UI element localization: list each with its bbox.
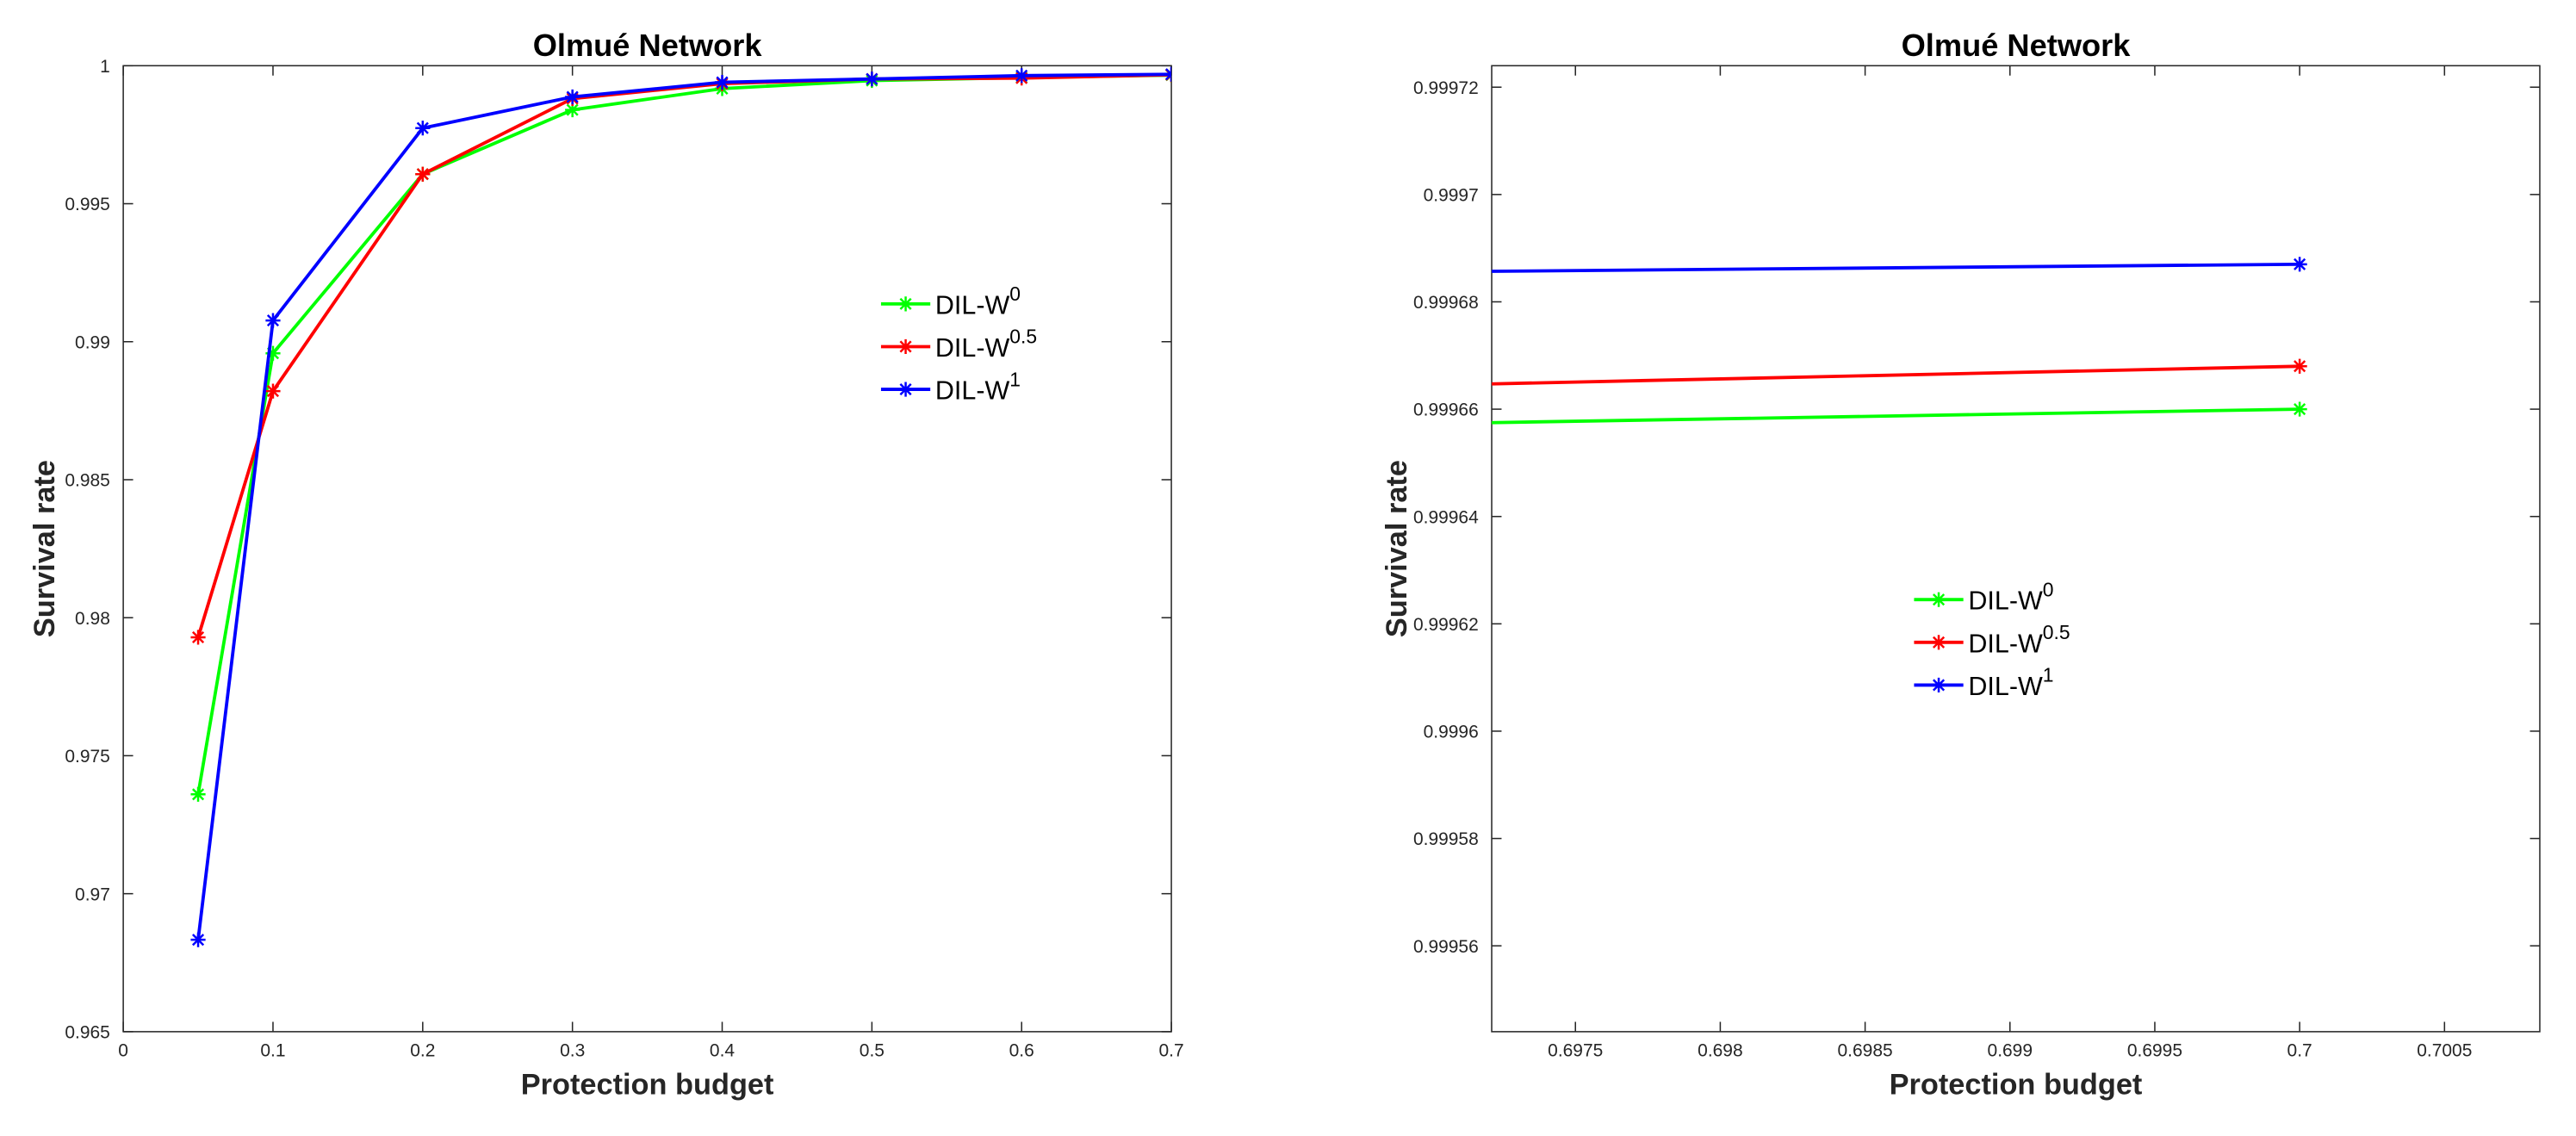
chart-title: Olmué Network	[533, 28, 763, 63]
legend-superscript: 0	[2043, 578, 2054, 600]
x-tick-label: 0	[118, 1040, 128, 1060]
y-tick-label: 0.9997	[1424, 185, 1479, 205]
y-tick-label: 0.97	[75, 885, 110, 904]
legend-marker	[897, 296, 914, 312]
x-axis-label: Protection budget	[1890, 1068, 2143, 1101]
data-point	[265, 383, 281, 399]
data-point	[265, 313, 281, 328]
x-tick-label: 0.698	[1698, 1040, 1742, 1060]
data-point	[190, 630, 206, 645]
y-tick-label: 0.9996	[1424, 723, 1479, 742]
y-tick-label: 0.99968	[1413, 293, 1479, 313]
legend-name: DIL-W	[935, 333, 1010, 363]
data-point	[864, 71, 879, 87]
legend-superscript: 0	[1009, 282, 1021, 305]
data-point	[265, 345, 281, 361]
legend-marker	[897, 338, 914, 355]
legend-superscript: 0.5	[2043, 621, 2070, 643]
y-tick-label: 0.985	[65, 471, 109, 491]
y-tick-label: 0.99958	[1413, 829, 1479, 849]
x-axis-label: Protection budget	[521, 1068, 774, 1101]
legend-label: DIL-W0.5	[935, 326, 1037, 363]
plot-area	[1492, 65, 2540, 1032]
legend-marker	[1931, 635, 1946, 650]
y-tick-label: 0.99964	[1413, 507, 1479, 527]
y-axis-label: Survival rate	[28, 460, 61, 637]
x-tick-label: 0.6	[1009, 1040, 1034, 1060]
data-point	[714, 74, 730, 90]
series-line	[196, 72, 1172, 940]
legend-superscript: 0.5	[1009, 326, 1037, 348]
axes-box	[122, 65, 1172, 1033]
plot-lines	[1492, 257, 2307, 425]
x-tick-label: 0.6985	[1838, 1040, 1893, 1060]
legend-label: DIL-W0.5	[1968, 621, 2070, 658]
data-point	[190, 786, 206, 802]
legend-name: DIL-W	[935, 376, 1010, 406]
data-point	[2292, 257, 2307, 272]
y-tick-label: 0.99966	[1413, 400, 1479, 420]
data-point	[2292, 358, 2307, 374]
legend-name: DIL-W	[935, 290, 1010, 320]
y-tick-label: 0.975	[65, 747, 109, 767]
legend-name: DIL-W	[1968, 587, 2043, 616]
axes-box	[1491, 65, 2541, 1033]
legend-marker	[1931, 677, 1946, 692]
data-point	[415, 166, 431, 182]
y-tick-label: 1	[100, 57, 110, 77]
x-tick-label: 0.2	[410, 1040, 435, 1060]
data-point	[2292, 401, 2307, 417]
legend-marker	[897, 382, 914, 397]
legend-name: DIL-W	[1968, 629, 2043, 658]
data-point	[565, 89, 580, 105]
x-tick-label: 0.7005	[2417, 1040, 2472, 1060]
x-tick-label: 0.7	[2287, 1040, 2312, 1060]
y-axis-label: Survival rate	[1381, 460, 1413, 637]
x-tick-label: 0.6975	[1548, 1040, 1603, 1060]
x-tick-label: 0.4	[710, 1040, 735, 1060]
x-tick-label: 0.5	[860, 1040, 885, 1060]
data-point	[565, 102, 580, 118]
legend-label: DIL-W1	[935, 368, 1021, 405]
legend-label: DIL-W1	[1968, 664, 2053, 701]
legend-marker	[1931, 592, 1946, 607]
y-tick-label: 0.99972	[1413, 78, 1479, 98]
chart: 0 0.1 0.2 0.3 0.4 0.5 0.6 0.7 0.965 0.97 0.975 0.98…	[28, 28, 1184, 1102]
data-point	[415, 121, 431, 136]
y-tick-label: 0.98	[75, 609, 110, 629]
y-tick-label: 0.965	[65, 1023, 109, 1043]
data-point	[1014, 68, 1029, 84]
legend-name: DIL-W	[1968, 672, 2043, 701]
y-tick-label: 0.99	[75, 332, 110, 352]
legend-label: DIL-W0	[1968, 578, 2053, 615]
data-point	[190, 932, 206, 947]
x-tick-label: 0.6995	[2127, 1040, 2182, 1060]
chart-title: Olmué Network	[1902, 28, 2132, 63]
y-tick-label: 0.995	[65, 195, 109, 214]
legend-superscript: 1	[1009, 368, 1021, 390]
y-tick-label: 0.99956	[1413, 937, 1479, 957]
legend-superscript: 1	[2043, 664, 2054, 686]
legend-label: DIL-W0	[935, 282, 1021, 320]
y-tick-label: 0.99962	[1413, 615, 1479, 635]
chart: 0.6975 0.698 0.6985 0.699 0.6995 0.7 0.7005 0.9…	[1381, 28, 2541, 1101]
x-tick-label: 0.1	[260, 1040, 285, 1060]
plot-lines	[190, 66, 1172, 947]
plot-area	[123, 65, 1172, 1032]
x-tick-label: 0.699	[1988, 1040, 2033, 1060]
x-tick-label: 0.3	[560, 1040, 585, 1060]
x-tick-label: 0.7	[1158, 1040, 1183, 1060]
